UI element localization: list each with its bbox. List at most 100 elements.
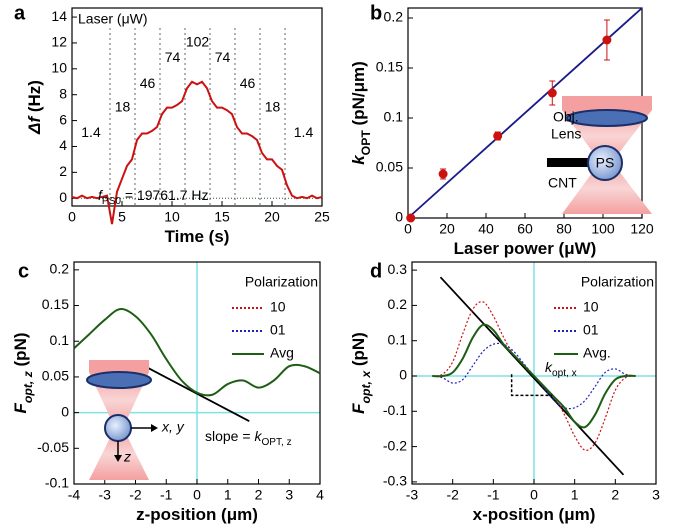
inset-text: Lens [551,126,581,142]
text-part: (Hz) [25,80,44,117]
y-tick-label: 0.1 [50,332,70,348]
inset-text: Obj. [553,109,579,125]
plot-frame [71,7,323,207]
laser-label: 18 [265,98,281,114]
y-tick-label: -0.3 [383,473,407,489]
text-part: OPT, z [261,437,291,448]
laser-label: 74 [215,49,231,65]
y-tick-label: 0 [399,367,407,383]
laser-label: 46 [140,75,156,91]
x-axis-label: Laser power (μW) [454,239,597,258]
x-tick-label: -1 [160,487,173,503]
x-tick-label: 4 [316,487,324,503]
legend-title: Polarization [245,274,318,290]
text-part: (pN) [349,332,368,371]
y-tick-label: 0.15 [42,296,69,312]
x-tick-label: 1 [571,487,579,503]
annotation: kopt, x [545,359,577,379]
x-tick-label: 100 [591,221,615,237]
x-tick-label: -3 [406,487,419,503]
laser-label: 1.4 [294,124,314,140]
x-tick-label: 2 [611,487,619,503]
text-part: opt, z [21,370,35,403]
inset-b: Obj. Lens CNT PS [547,96,652,214]
laser-label: 74 [165,49,181,65]
y-tick-label: -0.1 [45,475,69,491]
y-axis-label: Δf (Hz) [25,80,44,135]
y-tick-label: 0.2 [384,9,404,25]
panel-label: c [18,260,29,282]
x-axis-label: z-position (μm) [136,505,258,524]
legend-label: Avg. [583,345,611,361]
beam [89,360,149,372]
x-tick-label: 3 [652,487,660,503]
text-part: Δf [25,115,44,135]
text-part: k [254,428,262,444]
y-tick-label: 4 [59,137,67,153]
legend-label: 10 [583,299,599,315]
beam [562,96,652,110]
text-part: (pN/μm) [349,61,368,130]
y-tick-label: 0 [59,189,67,205]
y-tick-label: 14 [51,8,67,24]
slope-guide [510,374,553,397]
inset-text: CNT [548,175,577,191]
data-point [406,213,416,223]
text-part: Time (s) [165,227,230,246]
text-part: k [349,154,368,165]
y-tick-label: 0 [395,209,403,225]
lens [566,109,648,127]
text-part: slope = [205,428,254,444]
y-axis-label: kOPT (pN/μm) [349,61,373,165]
text-part: opt, x [359,370,373,404]
series-line [432,323,636,429]
laser-label: 18 [115,98,131,114]
inset-c: x, y z [86,360,185,480]
text-part: = 19761.7 Hz [121,187,209,203]
legend-label: 01 [583,322,599,338]
fit-line [407,7,643,219]
data-point [438,169,448,179]
y-tick-label: 0.1 [388,331,408,347]
x-tick-label: 20 [439,221,455,237]
series-line [73,308,321,397]
beam [89,428,149,480]
x-tick-label: -1 [487,487,500,503]
text-part: x-position (μm) [473,505,596,524]
y-tick-label: 10 [51,60,67,76]
text-part: Laser power (μW) [454,239,597,258]
y-tick-label: 0.15 [376,59,403,75]
lens [86,371,152,389]
y-axis-label: Fopt, z (pN) [11,332,35,413]
data-point [602,35,612,45]
series-line [71,80,323,225]
x-tick-label: 60 [517,221,533,237]
text-part: OPT [359,130,373,156]
x-tick-label: 10 [164,209,180,225]
y-tick-label: 0.3 [388,261,408,277]
y-tick-label: 8 [59,85,67,101]
panel-label: d [370,260,382,282]
text-part: F [349,403,368,414]
series-line [432,301,636,451]
text-part: F [11,403,30,414]
panel-label: a [14,2,26,24]
text-part: PS0 [102,196,121,207]
annotation: slope = kOPT, z [205,428,292,448]
x-axis-label: x-position (μm) [473,505,596,524]
x-tick-label: -2 [446,487,459,503]
x-tick-label: 0 [404,221,412,237]
y-tick-label: 12 [51,34,67,50]
legend-title: Polarization [581,274,654,290]
annotation: fPS0 = 19761.7 Hz [98,187,209,207]
fit-line [439,276,625,476]
text-part: k [545,359,553,375]
inset-text: x, y [161,419,185,435]
x-tick-label: 1 [224,487,232,503]
x-tick-label: -3 [99,487,112,503]
x-tick-label: 0 [193,487,201,503]
arrow-head [114,455,122,462]
y-tick-label: 0.2 [388,296,408,312]
